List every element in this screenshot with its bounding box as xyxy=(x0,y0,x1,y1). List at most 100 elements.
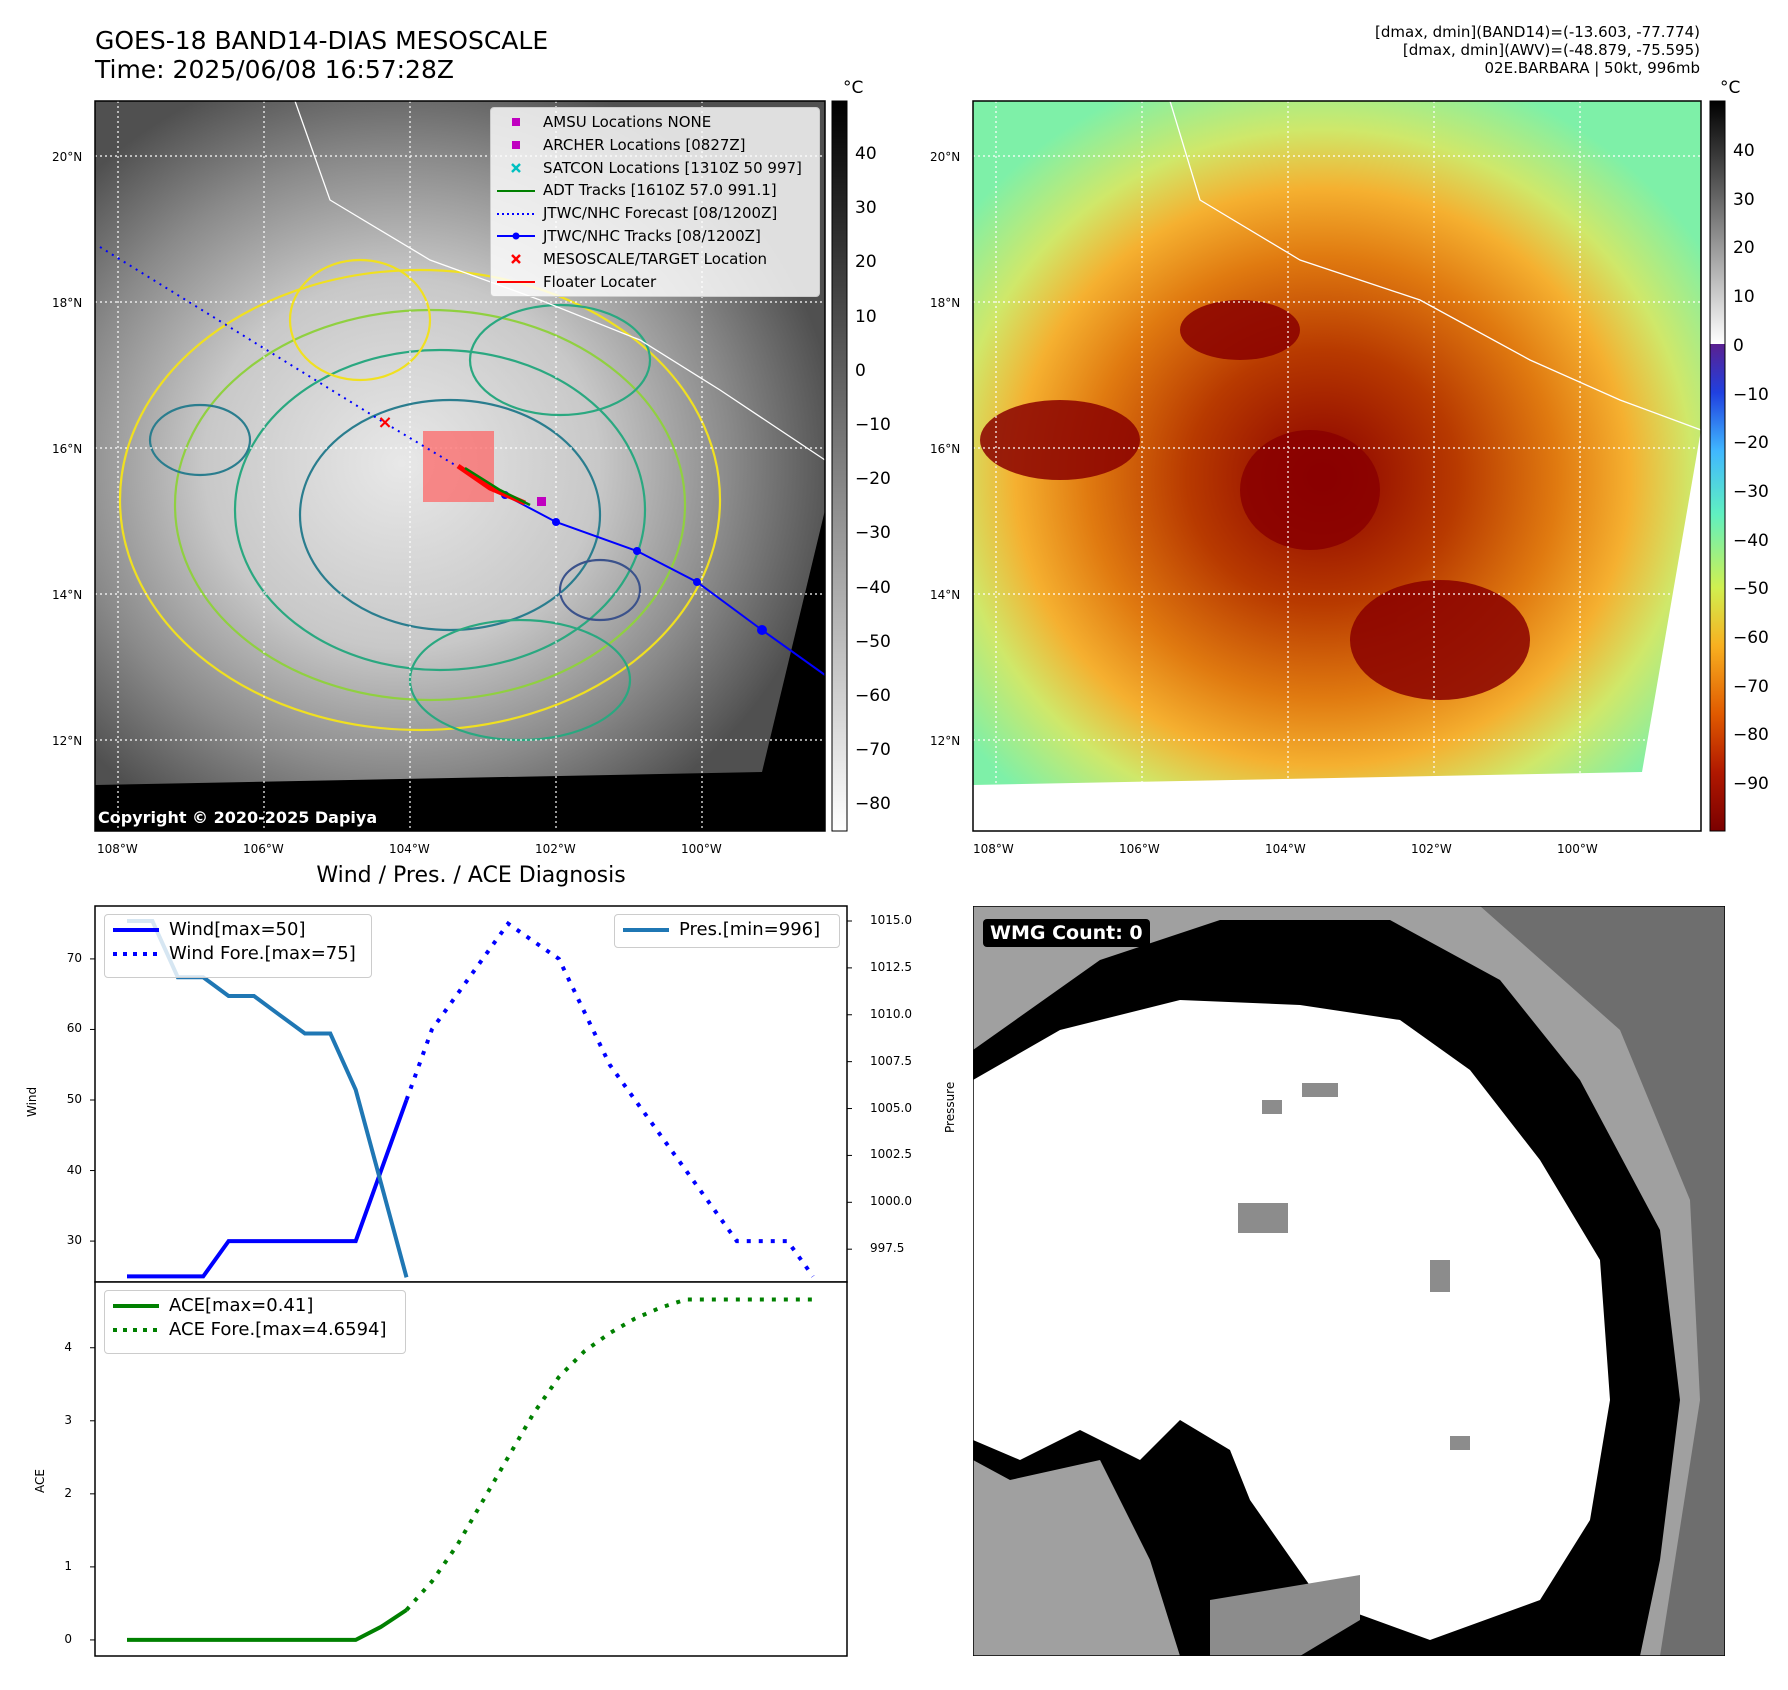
map-legend-item: MESOSCALE/TARGET Location xyxy=(497,248,813,271)
colorbar-color-top xyxy=(1710,101,1725,344)
map-frame-right xyxy=(972,100,1702,832)
pressure-legend: Pres.[min=996] xyxy=(614,914,840,948)
colorbar-tick-right-6: −20 xyxy=(1733,433,1769,454)
pressure-tick-label: 997.5 xyxy=(870,1241,905,1256)
wmg-panel xyxy=(973,906,1725,1656)
map-legend-items: AMSU Locations NONE ARCHER Locations [082… xyxy=(497,111,813,293)
ace-legend: ACE[max=0.41] ACE Fore.[max=4.6594] xyxy=(104,1290,406,1354)
map-legend-item: Floater Locater xyxy=(497,271,813,294)
wind-fore-legend-label: Wind Fore.[max=75] xyxy=(169,943,356,964)
colorbar-tick-left-6: −20 xyxy=(855,469,891,490)
colorbar-tick-left-10: −60 xyxy=(855,686,891,706)
ir-color-map xyxy=(972,100,1702,832)
lat-tick-12n-right: 12°N xyxy=(930,734,961,748)
lon-tick-108w: 108°W xyxy=(97,842,138,856)
adt-track xyxy=(464,466,531,507)
wind-tick-label: 50 xyxy=(66,1091,82,1106)
colorbar-tick-left-12: −80 xyxy=(855,794,891,815)
colorbar-tick-right-8: −40 xyxy=(1733,530,1769,551)
ace-tick-label: 3 xyxy=(64,1412,72,1427)
series-line-wind-fore-max-75- xyxy=(404,920,815,1278)
legend-swatch xyxy=(511,163,521,173)
wind-fore-legend-swatch xyxy=(113,951,159,956)
wind-legend-label: Wind[max=50] xyxy=(169,919,306,940)
pressure-tick-label: 1007.5 xyxy=(870,1053,912,1068)
map-legend-label: AMSU Locations NONE xyxy=(543,113,712,131)
title-line-2: Time: 2025/06/08 16:57:28Z xyxy=(95,55,454,84)
wind-legend: Wind[max=50] Wind Fore.[max=75] xyxy=(104,914,372,978)
wmg-count-badge: WMG Count: 0 xyxy=(983,919,1150,947)
map-legend-label: JTWC/NHC Tracks [08/1200Z] xyxy=(543,226,761,245)
info-line-1: [dmax, dmin](BAND14)=(-13.603, -77.774) xyxy=(1375,23,1700,41)
map-legend-label: Floater Locater xyxy=(543,272,657,291)
map-legend-item: ADT Tracks [1610Z 57.0 991.1] xyxy=(497,179,813,202)
legend-swatch xyxy=(497,232,535,240)
lon-tick-102w: 102°W xyxy=(535,842,576,856)
pressure-legend-item: Pres.[min=996] xyxy=(623,919,831,940)
wind-legend-swatch xyxy=(113,927,159,932)
map-legend-item: ARCHER Locations [0827Z] xyxy=(497,134,813,157)
colorbar-tick-left-4: 0 xyxy=(855,360,866,381)
pressure-axis-label: Pressure xyxy=(943,1081,957,1133)
lon-tick-106w-right: 106°W xyxy=(1119,842,1160,856)
lon-tick-102w-right: 102°W xyxy=(1411,842,1452,856)
chart-title: Wind / Pres. / ACE Diagnosis xyxy=(316,863,626,888)
coastline-right xyxy=(1169,101,1701,431)
lat-tick-18n: 18°N xyxy=(52,296,83,310)
map-legend-label: JTWC/NHC Forecast [08/1200Z] xyxy=(543,204,778,223)
lon-tick-104w: 104°W xyxy=(389,842,430,856)
forecast-track xyxy=(99,246,506,496)
info-line-2: [dmax, dmin](AWV)=(-48.879, -75.595) xyxy=(1402,41,1700,59)
storm-info: [dmax, dmin](BAND14)=(-13.603, -77.774) … xyxy=(1375,23,1700,77)
colorbar-tick-left-8: −40 xyxy=(855,577,891,598)
colorbar-tick-left-0: 40 xyxy=(855,144,877,164)
colorbar-tick-right-7: −30 xyxy=(1733,481,1769,502)
lat-tick-14n: 14°N xyxy=(52,588,83,602)
lat-tick-18n-right: 18°N xyxy=(930,296,961,310)
wind-tick-label: 70 xyxy=(66,950,82,965)
ace-fore-legend-item: ACE Fore.[max=4.6594] xyxy=(113,1319,397,1340)
copyright-label: Copyright © 2020-2025 Dapiya xyxy=(98,808,378,827)
wind-fore-legend-item: Wind Fore.[max=75] xyxy=(113,943,363,964)
pressure-tick-label: 1000.0 xyxy=(870,1194,912,1209)
cold-cloud-tops xyxy=(980,300,1530,700)
colorbar-tick-right-5: −10 xyxy=(1733,384,1769,405)
colorbar-tick-left-11: −70 xyxy=(855,740,891,761)
pressure-legend-swatch xyxy=(623,927,669,932)
colorbar-tick-right-0: 40 xyxy=(1733,141,1755,161)
colorbar-tick-right-10: −60 xyxy=(1733,628,1769,648)
legend-swatch xyxy=(512,141,520,150)
lon-tick-100w-right: 100°W xyxy=(1557,842,1598,856)
mesoscale-target-marker: × xyxy=(377,412,392,433)
lat-tick-16n: 16°N xyxy=(52,442,83,456)
wmg-gray-patches xyxy=(1210,1083,1470,1656)
ace-legend-item: ACE[max=0.41] xyxy=(113,1295,397,1316)
pressure-tick-label: 1012.5 xyxy=(870,959,912,974)
legend-swatch xyxy=(512,118,520,127)
ace-legend-swatch xyxy=(113,1303,159,1308)
wind-tick-label: 40 xyxy=(66,1162,82,1177)
wind-tick-label: 60 xyxy=(66,1021,82,1036)
series-line-ace-max-0-41- xyxy=(127,1608,408,1642)
best-track xyxy=(504,494,825,676)
map-legend-label: ARCHER Locations [0827Z] xyxy=(543,135,746,154)
map-legend-item: SATCON Locations [1310Z 50 997] xyxy=(497,157,813,180)
pressure-tick-label: 1005.0 xyxy=(870,1100,912,1115)
lon-tick-100w: 100°W xyxy=(681,842,722,856)
wmg-gray-dark xyxy=(1480,906,1725,1656)
colorbar-gray xyxy=(831,100,848,832)
wind-axis-label: Wind xyxy=(25,1086,39,1117)
lat-tick-12n: 12°N xyxy=(52,734,83,748)
colorbar-tick-right-1: 30 xyxy=(1733,189,1755,210)
ace-tick-label: 0 xyxy=(64,1631,72,1646)
pressure-tick-label: 1002.5 xyxy=(870,1147,912,1162)
lat-tick-20n: 20°N xyxy=(52,150,83,164)
archer-marker xyxy=(537,497,546,506)
lon-tick-108w-right: 108°W xyxy=(973,842,1014,856)
lat-tick-14n-right: 14°N xyxy=(930,588,961,602)
colorbar-color-bottom xyxy=(1710,344,1725,831)
colorbar-color-frame xyxy=(1709,100,1726,832)
legend-swatch xyxy=(497,212,535,215)
ace-tick-label: 4 xyxy=(64,1339,72,1354)
